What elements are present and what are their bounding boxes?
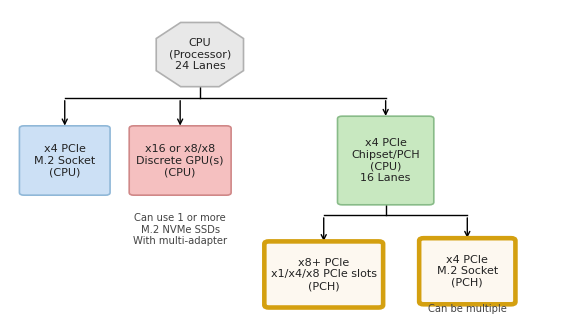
Text: Can use 1 or more
M.2 NVMe SSDs
With multi-adapter: Can use 1 or more M.2 NVMe SSDs With mul… [133,213,227,246]
Text: x8+ PCIe
x1/x4/x8 PCIe slots
(PCH): x8+ PCIe x1/x4/x8 PCIe slots (PCH) [271,258,377,291]
FancyBboxPatch shape [419,238,516,304]
FancyBboxPatch shape [338,116,434,205]
FancyBboxPatch shape [265,241,383,308]
Text: x16 or x8/x8
Discrete GPU(s)
(CPU): x16 or x8/x8 Discrete GPU(s) (CPU) [136,144,224,177]
Polygon shape [156,22,243,87]
Text: CPU
(Processor)
24 Lanes: CPU (Processor) 24 Lanes [169,38,231,71]
FancyBboxPatch shape [20,126,110,195]
Text: Can be multiple: Can be multiple [428,304,507,314]
Text: x4 PCIe
M.2 Socket
(PCH): x4 PCIe M.2 Socket (PCH) [437,255,498,288]
Text: x4 PCIe
M.2 Socket
(CPU): x4 PCIe M.2 Socket (CPU) [34,144,95,177]
Text: x4 PCIe
Chipset/PCH
(CPU)
16 Lanes: x4 PCIe Chipset/PCH (CPU) 16 Lanes [351,138,420,183]
FancyBboxPatch shape [129,126,231,195]
